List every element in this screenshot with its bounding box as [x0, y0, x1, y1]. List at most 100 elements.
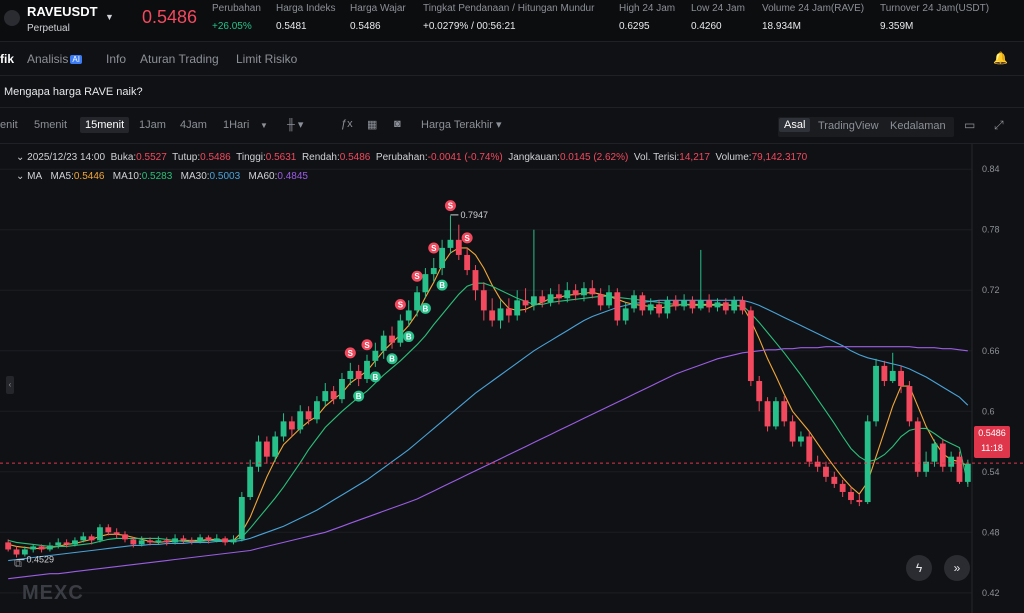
stat-label: Tingkat Pendanaan / Hitungan Mundur	[423, 3, 595, 14]
candle-body	[197, 537, 204, 542]
candle-body	[831, 476, 838, 484]
candle-body	[472, 270, 479, 291]
candle-body	[756, 381, 763, 402]
candle-body	[689, 300, 696, 309]
candle-body	[480, 290, 487, 311]
candle-type-icon[interactable]: ╫ ▾	[287, 119, 304, 131]
symbol-logo-icon	[4, 10, 20, 26]
lightning-icon[interactable]: ϟ	[906, 555, 932, 581]
chart-tabs: fik Analisis AI Info Aturan Trading Limit…	[0, 42, 1024, 76]
bell-icon[interactable]: 🔔	[993, 51, 1008, 65]
candle-body	[714, 302, 721, 308]
candle-body	[280, 421, 287, 437]
indicators-icon[interactable]: ƒx	[341, 118, 353, 130]
candle-body	[547, 294, 554, 303]
ai-question-bar[interactable]: Mengapa harga RAVE naik?	[0, 76, 1024, 108]
layout-grid-icon[interactable]: ▦	[367, 119, 378, 131]
stat-low-24h: Low 24 Jam 0.4260	[691, 3, 745, 32]
candle-body	[55, 542, 62, 546]
timeframe-1d[interactable]: 1Hari	[223, 119, 250, 131]
candle-body	[906, 386, 913, 422]
symbol-name[interactable]: RAVEUSDT	[27, 4, 98, 19]
candle-body	[639, 295, 646, 311]
tab-analysis[interactable]: Analisis AI	[27, 52, 82, 66]
candle-body	[288, 421, 295, 430]
view-original[interactable]: Asal	[779, 118, 811, 132]
screenshot-icon[interactable]: ⧉	[14, 558, 22, 570]
buy-marker	[369, 371, 381, 383]
timeframe-dropdown-icon[interactable]: ▼	[260, 121, 268, 130]
sell-marker	[411, 270, 423, 282]
high-label: Tinggi:	[236, 152, 266, 163]
stat-value: 0.5486	[350, 21, 381, 32]
candle-body	[205, 537, 212, 541]
candle-body	[455, 239, 462, 255]
layout-icon[interactable]: ▭	[964, 118, 976, 132]
timeframe-1h[interactable]: 1Jam	[139, 119, 166, 131]
candle-body	[430, 268, 437, 275]
ma30-label: MA30:	[180, 171, 210, 182]
candle-body	[722, 302, 729, 311]
price-type-select[interactable]: Harga Terakhir ▾	[421, 119, 502, 131]
timeframe-5m[interactable]: 5menit	[34, 119, 68, 131]
stat-label: Turnover 24 Jam(USDT)	[880, 3, 990, 14]
collapse-icon[interactable]: ⌄	[16, 171, 28, 182]
timeframe-4h[interactable]: 4Jam	[180, 119, 207, 131]
last-price: 0.5486	[142, 7, 198, 27]
stat-label: Volume 24 Jam(RAVE)	[762, 3, 865, 14]
stat-volume-24h: Volume 24 Jam(RAVE) 18.934M	[762, 3, 864, 32]
ai-question-text[interactable]: Mengapa harga RAVE naik?	[4, 86, 143, 98]
candle-body	[230, 539, 237, 543]
volume-value: 79,142.3170	[751, 152, 808, 163]
candle-date: 2025/12/23 14:00	[27, 152, 106, 163]
view-tradingview[interactable]: TradingView	[818, 120, 879, 132]
buy-marker-label: B	[372, 373, 378, 382]
timeframe-15m[interactable]: 15menit	[80, 117, 130, 133]
candle-body	[939, 443, 946, 467]
fullscreen-icon[interactable]: ⤢	[994, 118, 1004, 132]
symbol-dropdown-icon[interactable]: ▼	[105, 12, 114, 22]
chart-area[interactable]: 0.84 0.78 0.72 0.66 0.6 0.54 0.48 0.42 S S S S S S S B B…	[0, 144, 1024, 613]
tab-risk-limit[interactable]: Limit Risiko	[236, 52, 298, 66]
scroll-latest-icon[interactable]: »	[944, 555, 970, 581]
ma-line-ma60	[8, 346, 968, 580]
volume-label: Volume:	[715, 152, 752, 163]
ma60-label: MA60:	[248, 171, 278, 182]
candle-body	[589, 288, 596, 295]
sell-marker-label: S	[464, 234, 470, 243]
candle-body	[322, 391, 329, 402]
candle-body	[823, 466, 829, 477]
candle-body	[772, 401, 779, 427]
collapse-icon[interactable]: ⌄	[16, 152, 28, 163]
stat-label: Perubahan	[212, 3, 261, 14]
tab-trading-rules[interactable]: Aturan Trading	[140, 52, 219, 66]
view-depth[interactable]: Kedalaman	[890, 120, 946, 132]
stat-funding-rate[interactable]: Tingkat Pendanaan / Hitungan Mundur +0.02…	[423, 3, 594, 32]
candlestick-chart[interactable]: 0.84 0.78 0.72 0.66 0.6 0.54 0.48 0.42 S S S S S S S B B…	[0, 144, 1024, 613]
ma-label[interactable]: MA	[27, 171, 43, 182]
open-label: Buka:	[110, 152, 137, 163]
ma60-value: 0.4845	[277, 171, 308, 182]
candle-body	[898, 370, 904, 387]
filled-label: Vol. Terisi:	[633, 152, 680, 163]
ma-line-ma5	[8, 247, 969, 549]
tab-chart[interactable]: fik	[0, 52, 15, 66]
scroll-left-handle[interactable]: ‹	[6, 376, 14, 394]
candle-body	[113, 532, 120, 535]
candle-body	[781, 401, 788, 422]
stat-value: 9.359M	[880, 21, 914, 32]
candle-body	[138, 540, 145, 545]
candle-body	[681, 300, 688, 307]
ma-legend: ⌄ MA MA5:0.5446 MA10:0.5283 MA30:0.5003 …	[16, 171, 308, 182]
candle-body	[405, 310, 412, 321]
range-value: 0.0145 (2.62%)	[559, 152, 629, 163]
candle-body	[664, 300, 671, 314]
candle-body	[330, 391, 337, 400]
buy-marker	[403, 331, 415, 343]
camera-icon[interactable]: ◙	[394, 118, 401, 130]
buy-marker-label: B	[406, 333, 412, 342]
timeframe-1m[interactable]: enit	[0, 119, 18, 131]
tab-info[interactable]: Info	[106, 52, 127, 66]
candle-body	[63, 542, 70, 545]
contract-type: Perpetual	[27, 23, 70, 34]
